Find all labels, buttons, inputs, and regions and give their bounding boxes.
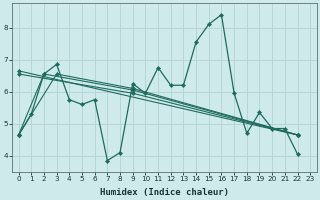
X-axis label: Humidex (Indice chaleur): Humidex (Indice chaleur)	[100, 188, 229, 197]
